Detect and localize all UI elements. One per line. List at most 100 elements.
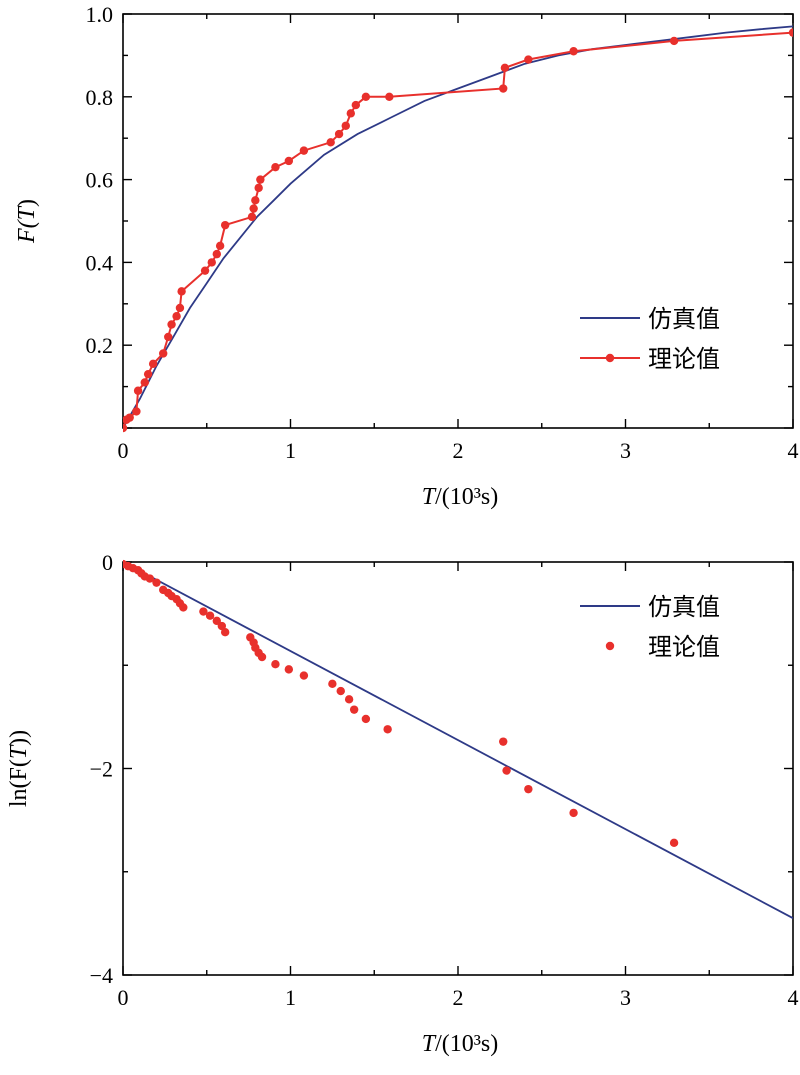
y-tick-label: 0.2 bbox=[86, 333, 114, 358]
data-point-theoretical bbox=[205, 611, 215, 620]
data-point-theoretical bbox=[669, 36, 679, 46]
legend-label-theoretical: 理论值 bbox=[648, 633, 720, 661]
legend-label-simulated: 仿真值 bbox=[648, 305, 720, 333]
data-point-theoretical bbox=[524, 55, 533, 64]
plot-area bbox=[123, 559, 793, 919]
data-point-theoretical bbox=[284, 665, 294, 674]
data-point-theoretical bbox=[383, 725, 392, 734]
plot-area bbox=[123, 25, 793, 433]
data-point-theoretical bbox=[271, 660, 280, 669]
y-tick-label: 0 bbox=[102, 550, 113, 575]
y-axis-title-var: T bbox=[14, 205, 40, 220]
data-point-theoretical bbox=[133, 386, 143, 395]
y-tick-label: −2 bbox=[90, 757, 113, 782]
legend-marker-theoretical bbox=[605, 353, 615, 363]
y-tick-label: 0.4 bbox=[86, 250, 114, 275]
data-point-theoretical bbox=[257, 652, 267, 662]
data-point-theoretical bbox=[207, 258, 216, 267]
x-axis-title-var: T bbox=[422, 1031, 437, 1057]
data-point-theoretical bbox=[199, 607, 208, 616]
data-point-theoretical bbox=[172, 312, 181, 321]
data-point-theoretical bbox=[361, 92, 371, 102]
x-tick-label: 1 bbox=[285, 438, 296, 463]
data-point-theoretical bbox=[148, 359, 158, 369]
series-line-simulated bbox=[123, 561, 793, 919]
data-point-theoretical bbox=[152, 578, 161, 587]
data-point-theoretical bbox=[499, 84, 508, 93]
series-line-simulated bbox=[123, 25, 793, 429]
data-point-theoretical bbox=[299, 671, 309, 680]
x-tick-label: 4 bbox=[788, 985, 799, 1010]
y-tick-label: 0.6 bbox=[86, 168, 114, 193]
data-point-theoretical bbox=[254, 183, 263, 193]
data-point-theoretical bbox=[299, 146, 309, 155]
y-axis-title-pre: F( bbox=[14, 218, 40, 244]
x-axis-title: T/(10³s) bbox=[422, 484, 499, 510]
data-point-theoretical bbox=[569, 47, 578, 56]
data-point-theoretical bbox=[500, 63, 510, 73]
x-tick-label: 2 bbox=[453, 985, 464, 1010]
data-point-theoretical bbox=[326, 138, 335, 147]
y-axis-title: ln(F(T)) bbox=[6, 730, 32, 807]
data-point-theoretical bbox=[215, 241, 225, 251]
y-tick-label: 0.8 bbox=[86, 85, 114, 110]
y-axis-title-pre: ln(F( bbox=[6, 759, 32, 807]
data-point-theoretical bbox=[212, 249, 221, 259]
data-point-theoretical bbox=[251, 196, 260, 205]
x-axis-title-var: T bbox=[422, 484, 437, 510]
y-axis-title-post: )) bbox=[6, 730, 32, 746]
series-line-theoretical bbox=[123, 31, 793, 429]
data-point-theoretical bbox=[256, 175, 265, 184]
x-tick-label: 1 bbox=[285, 985, 296, 1010]
y-axis-title: F(T) bbox=[14, 199, 40, 244]
legend-marker-theoretical bbox=[605, 641, 615, 651]
data-point-theoretical bbox=[123, 423, 128, 433]
data-point-theoretical bbox=[271, 162, 280, 172]
data-point-theoretical bbox=[788, 28, 793, 37]
data-point-theoretical bbox=[159, 349, 168, 358]
data-point-theoretical bbox=[200, 266, 210, 275]
data-point-theoretical bbox=[341, 121, 350, 130]
x-axis-title-unit: /(10³s) bbox=[435, 484, 498, 510]
x-tick-label: 4 bbox=[788, 438, 799, 463]
y-tick-label: 1.0 bbox=[86, 2, 114, 27]
data-point-theoretical bbox=[502, 766, 511, 775]
data-point-theoretical bbox=[361, 714, 371, 724]
data-point-theoretical bbox=[336, 686, 345, 696]
data-point-theoretical bbox=[220, 220, 230, 230]
x-tick-label: 0 bbox=[118, 985, 129, 1010]
data-point-theoretical bbox=[385, 92, 394, 102]
data-point-theoretical bbox=[179, 603, 188, 612]
data-point-theoretical bbox=[249, 204, 258, 213]
data-point-theoretical bbox=[125, 413, 134, 422]
x-tick-label: 3 bbox=[620, 985, 631, 1010]
x-axis-title: T/(10³s) bbox=[422, 1031, 499, 1057]
data-point-theoretical bbox=[328, 679, 337, 689]
data-point-theoretical bbox=[220, 628, 230, 637]
data-point-theoretical bbox=[177, 287, 186, 296]
data-point-theoretical bbox=[164, 332, 173, 342]
legend-label-simulated: 仿真值 bbox=[648, 593, 720, 621]
legend-label-theoretical: 理论值 bbox=[648, 345, 720, 373]
data-point-theoretical bbox=[346, 109, 355, 118]
x-tick-label: 3 bbox=[620, 438, 631, 463]
data-point-theoretical bbox=[344, 695, 354, 704]
data-point-theoretical bbox=[217, 621, 227, 631]
y-axis-title-var: T bbox=[6, 744, 32, 759]
x-tick-label: 2 bbox=[453, 438, 464, 463]
y-axis-title-post: ) bbox=[14, 199, 40, 207]
x-axis-title-unit: /(10³s) bbox=[435, 1031, 498, 1057]
data-point-theoretical bbox=[669, 838, 679, 848]
data-point-theoretical bbox=[334, 129, 344, 139]
y-tick-label: −4 bbox=[90, 963, 113, 988]
data-point-theoretical bbox=[351, 100, 361, 110]
data-point-theoretical bbox=[524, 784, 533, 794]
data-point-theoretical bbox=[140, 378, 149, 387]
data-point-theoretical bbox=[167, 320, 176, 329]
data-point-theoretical bbox=[569, 808, 578, 818]
data-point-theoretical bbox=[284, 156, 294, 166]
data-point-theoretical bbox=[145, 574, 154, 583]
